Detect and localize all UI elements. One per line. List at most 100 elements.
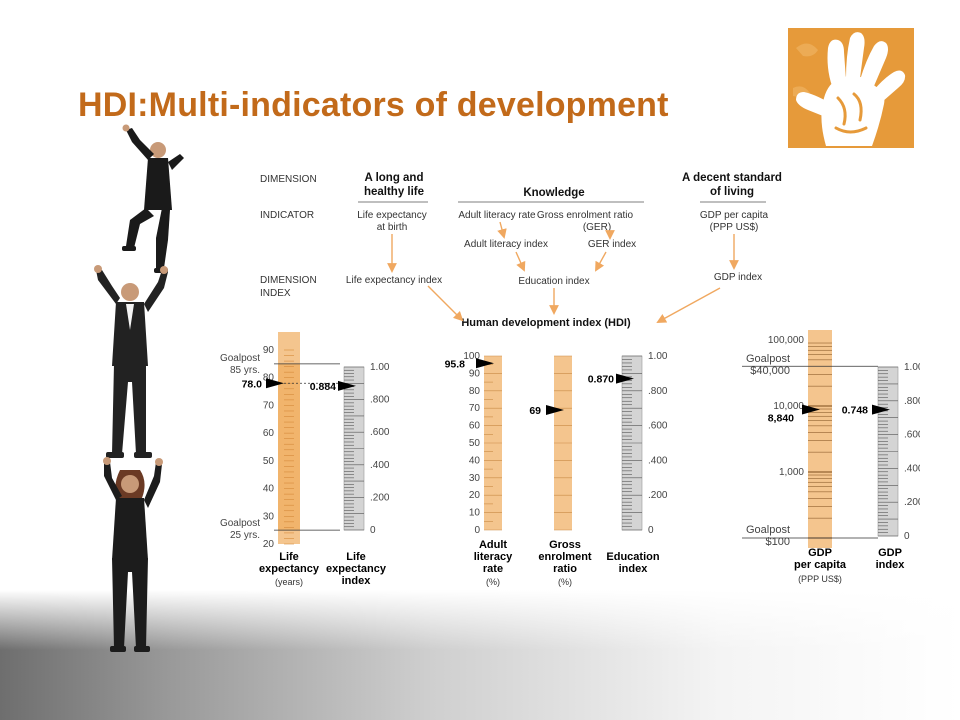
education-index-pointer (616, 373, 634, 384)
gdp-axis-label-0: GDP (808, 547, 832, 559)
literacy-unit: (%) (486, 577, 500, 587)
row-label-dimension2: DIMENSION (260, 275, 317, 286)
life-index-tick-label: 0 (370, 525, 376, 536)
person-top (122, 124, 184, 273)
dimension-knowledge: Knowledge (523, 187, 584, 199)
literacy-tick-label: 70 (469, 403, 481, 414)
literacy-axis-label-0: Adult (479, 539, 507, 551)
life-tick-label: 30 (263, 511, 275, 522)
education-index-axis-label-0: Education (606, 551, 659, 563)
literacy-tick-label: 90 (469, 368, 481, 379)
gdp-index-axis-label-0: GDP (878, 547, 902, 559)
gdp-index-axis-label-1: index (876, 559, 906, 571)
life-expectancy-index-scale: 1.00 .800 .600 .400 .200 0 0.884 Lifeexpectancy… (310, 362, 390, 587)
life-tick-label: 70 (263, 400, 275, 411)
education-index-tick-label: .200 (648, 490, 668, 501)
index-education: Education index (518, 276, 589, 287)
life-index-pointer (338, 380, 356, 391)
ger-axis-label-2: ratio (553, 563, 577, 575)
literacy-tick-label: 50 (469, 438, 481, 449)
gdp-index-tick-label: .800 (904, 396, 920, 407)
index-life-expectancy: Life expectancy index (346, 275, 442, 286)
education-index-tick-label: 1.00 (648, 351, 668, 362)
life-index-axis-label-2: index (342, 575, 372, 587)
adult-literacy-scale: 100908070605040302010095.8Adultliteracyr… (445, 351, 514, 587)
row-label-indicator: INDICATOR (260, 210, 314, 221)
indicator-literacy: Adult literacy rate (458, 210, 536, 221)
slide-title: HDI:Multi-indicators of development (78, 86, 669, 124)
indicator-life-line2: at birth (377, 222, 408, 233)
literacy-value-label: 95.8 (445, 358, 466, 370)
life-tick-label: 90 (263, 345, 275, 356)
floor-fade (0, 590, 960, 650)
ger-axis-label-0: Gross (549, 539, 581, 551)
gdp-index-tick-label: 1.00 (904, 362, 920, 373)
education-index-tick-label: .800 (648, 386, 668, 397)
climbing-people-illustration (94, 124, 184, 652)
life-tick-label: 80 (263, 373, 275, 384)
hand-logo-icon (788, 28, 914, 148)
literacy-tick-label: 30 (469, 473, 481, 484)
life-tick-label: 20 (263, 539, 275, 550)
education-index-value-label: 0.870 (588, 374, 614, 386)
person-bottom (103, 457, 163, 652)
literacy-tick-label: 40 (469, 455, 481, 466)
index-gdp: GDP index (714, 272, 762, 283)
life-tick-label: 50 (263, 456, 275, 467)
dimension-health-line2: healthy life (364, 186, 424, 198)
dimension-health-line1: A long and (365, 172, 424, 184)
gdp-unit: (PPP US$) (798, 574, 842, 584)
indicator-ger-line2: (GER) (583, 222, 611, 233)
gdp-tick-label: 100,000 (768, 335, 805, 346)
life-index-tick-label: .400 (370, 460, 390, 471)
gdp-goalpost-bottom-1: Goalpost (746, 524, 790, 536)
literacy-tick-label: 0 (474, 525, 480, 536)
gdp-axis-label-1: per capita (794, 559, 847, 571)
gdp-tick-label: 1,000 (779, 467, 804, 478)
life-index-tick-label: 1.00 (370, 362, 390, 373)
life-goalpost-bottom-2: 25 yrs. (230, 530, 260, 541)
literacy-tick-label: 80 (469, 386, 481, 397)
dimension-living-line2: of living (710, 186, 754, 198)
row-label-index: INDEX (260, 288, 291, 299)
life-index-tick-label: .600 (370, 427, 390, 438)
ger-value-pointer (546, 404, 564, 415)
gdp-tick-label: 10,000 (773, 401, 804, 412)
education-index-axis-label-1: index (619, 563, 649, 575)
life-index-tick-label: .800 (370, 395, 390, 406)
gdp-value-pointer (802, 404, 820, 415)
index-adult-literacy: Adult literacy index (464, 239, 548, 250)
dimension-living-line1: A decent standard (682, 172, 782, 184)
hdi-diagram: DIMENSION INDICATOR DIMENSION INDEX A lo… (220, 172, 920, 587)
gdp-index-tick-label: .400 (904, 463, 920, 474)
literacy-tick-label: 10 (469, 508, 481, 519)
indicator-ger-line1: Gross enrolment ratio (537, 210, 634, 221)
life-tick-label: 40 (263, 484, 275, 495)
gdp-per-capita-scale: 100,00010,0001,000Goalpost$40,000Goalpos… (742, 330, 878, 584)
life-value-pointer (266, 378, 284, 389)
life-tick-label: 60 (263, 428, 275, 439)
index-ger: GER index (588, 239, 636, 250)
life-unit: (years) (275, 577, 303, 587)
gdp-index-pointer (872, 404, 890, 415)
gdp-index-tick-label: 0 (904, 531, 910, 542)
life-bar-range (278, 363, 300, 531)
indicator-gdp-line2: (PPP US$) (710, 222, 759, 233)
row-label-dimension: DIMENSION (260, 174, 317, 185)
life-index-value-label: 0.884 (310, 381, 336, 393)
gdp-index-tick-label: .200 (904, 497, 920, 508)
flow-arrows (387, 221, 739, 323)
gdp-goalpost-top-2: $40,000 (750, 365, 790, 377)
gdp-value-label: 8,840 (768, 413, 794, 425)
literacy-axis-label-2: rate (483, 563, 503, 575)
gdp-bar (808, 330, 832, 548)
gdp-index-value-label: 0.748 (842, 405, 868, 417)
life-goalpost-bottom-1: Goalpost (220, 518, 260, 529)
education-index-tick-label: 0 (648, 525, 654, 536)
ger-unit: (%) (558, 577, 572, 587)
indicator-life-line1: Life expectancy (357, 210, 427, 221)
